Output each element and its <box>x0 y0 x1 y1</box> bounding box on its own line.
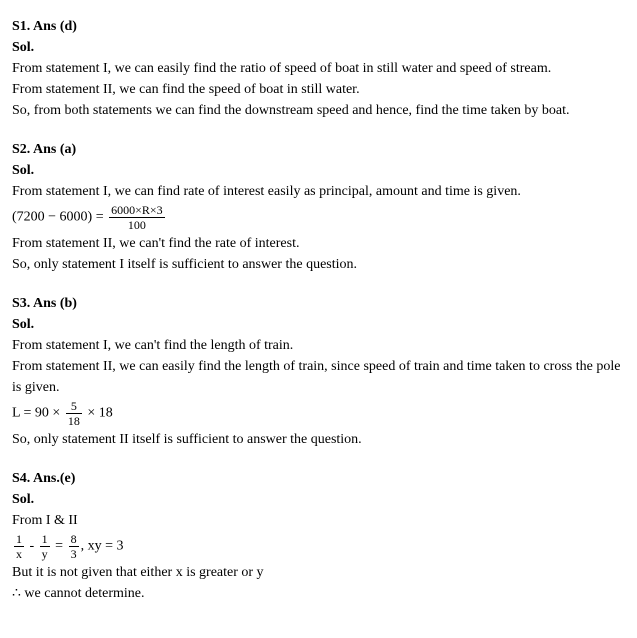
minus: - <box>26 539 38 554</box>
fraction: 518 <box>66 400 82 427</box>
numerator: 6000×R×3 <box>109 204 165 218</box>
fraction: 83 <box>69 533 79 560</box>
sol-line: From statement II, we can find the speed… <box>12 79 625 100</box>
sol-line: But it is not given that either x is gre… <box>12 562 625 583</box>
formula-suffix: × 18 <box>84 406 113 421</box>
formula-suffix: , xy = 3 <box>81 539 124 554</box>
sol-line: So, only statement II itself is sufficie… <box>12 429 625 450</box>
denominator: 18 <box>66 414 82 427</box>
formula: L = 90 × 518 × 18 <box>12 400 625 427</box>
solution-s3: S3. Ans (b) Sol. From statement I, we ca… <box>12 293 625 450</box>
solution-s1: S1. Ans (d) Sol. From statement I, we ca… <box>12 16 625 121</box>
formula: 1x - 1y = 83, xy = 3 <box>12 533 625 560</box>
sol-label: Sol. <box>12 160 625 181</box>
solution-s4: S4. Ans.(e) Sol. From I & II 1x - 1y = 8… <box>12 468 625 604</box>
answer-header: S2. Ans (a) <box>12 139 625 160</box>
fraction: 6000×R×3100 <box>109 204 165 231</box>
sol-line: From statement II, we can't find the rat… <box>12 233 625 254</box>
sol-label: Sol. <box>12 37 625 58</box>
sol-label: Sol. <box>12 489 625 510</box>
sol-line: From statement I, we can find rate of in… <box>12 181 625 202</box>
numerator: 1 <box>14 533 24 547</box>
denominator: y <box>40 547 50 560</box>
answer-header: S3. Ans (b) <box>12 293 625 314</box>
fraction: 1x <box>14 533 24 560</box>
solution-s2: S2. Ans (a) Sol. From statement I, we ca… <box>12 139 625 275</box>
sol-line: From statement I, we can easily find the… <box>12 58 625 79</box>
numerator: 1 <box>40 533 50 547</box>
numerator: 8 <box>69 533 79 547</box>
numerator: 5 <box>66 400 82 414</box>
formula-left: (7200 − 6000) = <box>12 210 107 225</box>
sol-line: From statement II, we can easily find th… <box>12 356 625 398</box>
sol-label: Sol. <box>12 314 625 335</box>
equals: = <box>52 539 67 554</box>
fraction: 1y <box>40 533 50 560</box>
formula-prefix: L = 90 × <box>12 406 64 421</box>
sol-line: From statement I, we can't find the leng… <box>12 335 625 356</box>
denominator: 100 <box>109 218 165 231</box>
formula: (7200 − 6000) = 6000×R×3100 <box>12 204 625 231</box>
sol-line: ∴ we cannot determine. <box>12 583 625 604</box>
answer-header: S1. Ans (d) <box>12 16 625 37</box>
answer-header: S4. Ans.(e) <box>12 468 625 489</box>
denominator: x <box>14 547 24 560</box>
sol-line: So, from both statements we can find the… <box>12 100 625 121</box>
sol-line: So, only statement I itself is sufficien… <box>12 254 625 275</box>
sol-line: From I & II <box>12 510 625 531</box>
denominator: 3 <box>69 547 79 560</box>
